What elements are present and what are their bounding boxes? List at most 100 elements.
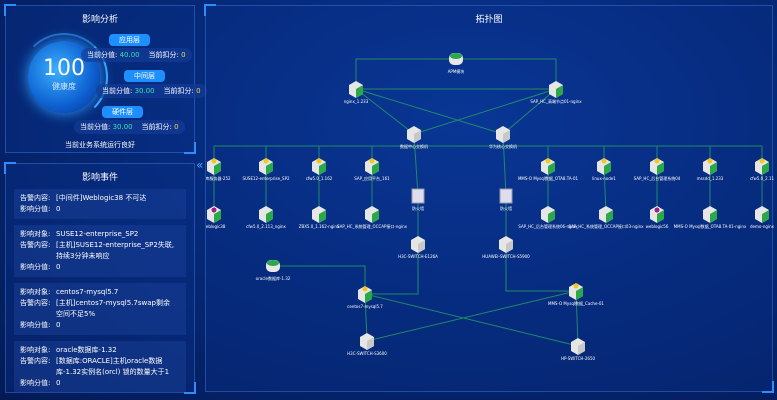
node-label: mssdd_1.233	[697, 176, 724, 181]
topology-node-b4[interactable]: SAP_HC_系统管理_OCCAP接口-nginx	[337, 206, 408, 229]
topology-node-a6[interactable]: linux-node1	[592, 158, 616, 181]
deduct-value: 0	[196, 87, 201, 95]
event-row: 告警内容: [主机]SUSE12-enterprise_SP2失联,持续3分钟未响…	[20, 240, 180, 262]
node-label: H3C-SWITCH-S3600	[347, 351, 387, 356]
health-label: 健康度	[52, 82, 76, 91]
deduct-label: 当前扣分:	[148, 51, 179, 59]
topology-node-a9[interactable]: cfw5.0_2.11	[750, 158, 774, 181]
event-row: 影响对象: oracle数据库-1.32	[20, 345, 180, 356]
topology-node-a7[interactable]: SAP_HC_后台管理系统04	[634, 158, 681, 181]
event-row: 影响分值: 0	[20, 262, 180, 273]
event-key: 影响分值:	[20, 205, 51, 213]
event-item[interactable]: 影响对象: oracle数据库-1.32 告警内容: [数据库:ORACLE]主机or…	[14, 341, 186, 393]
panel-title: 影响事件	[81, 173, 118, 183]
topology-node-s3[interactable]: H3C-SWITCH-S3600	[347, 333, 387, 356]
globe-ring	[20, 33, 108, 121]
topology-node-sap01[interactable]: SAP_HC_高端节点01-nginx	[530, 81, 582, 104]
score-label: 当前分值:	[87, 51, 118, 59]
link	[355, 88, 415, 135]
topology-node-s2[interactable]: HUAWEI-SWITCH-S5900	[482, 236, 530, 259]
event-value: [数据库:ORACLE]主机oracle数据库-1.32实例名(orcl) 锁的…	[56, 357, 170, 376]
event-value: 0	[56, 263, 61, 271]
node-label: MMS-O Mysql数据_OTA8.TA-01-nginx	[674, 223, 747, 229]
topology-node-b5[interactable]: SAP_HC_后台管理系统06-nginx	[518, 206, 578, 229]
deduct-label: 当前扣分:	[163, 87, 194, 95]
event-key: 影响对象:	[20, 288, 51, 296]
node-label: cfw5.0_2.113_nginx	[246, 224, 286, 229]
firewall-icon	[411, 188, 425, 204]
topology-node-ora[interactable]: oracle数据库-1.32	[256, 260, 291, 281]
event-row: 告警内容: [主机]centos7-mysql5.7swap剩余空间不足5%	[20, 298, 180, 320]
topology-node-hp[interactable]: HP-SWITCH-2650	[561, 338, 596, 361]
impact-analysis-panel: 影响分析 100 健康度 应用层 当前分值: 40.00 当前扣分: 0 中间层 …	[4, 4, 207, 154]
topology-node-ng[interactable]: nginx_1.233	[344, 81, 369, 104]
event-key: 告警内容:	[20, 241, 51, 249]
collapse-panel-icon[interactable]: «	[196, 158, 204, 172]
deduct-label: 当前扣分:	[141, 123, 172, 131]
event-item[interactable]: 影响对象: SUSE12-enterprise_SP2 告警内容: [主机]SUSE1…	[14, 225, 186, 277]
topology-node-a8[interactable]: mssdd_1.233	[697, 158, 724, 181]
topology-node-a1[interactable]: 数据库服务器-252	[206, 158, 231, 181]
deduct-value: 0	[181, 51, 186, 59]
event-value: [中间件]Weblogic38 不可达	[56, 194, 147, 202]
topology-node-c2[interactable]: 华为核心交换机	[489, 126, 517, 149]
node-label: 数据中心交换机	[400, 143, 428, 149]
health-score: 100	[43, 56, 85, 81]
topology-node-a5[interactable]: MMS-O Mysql数据_OTA8.TA-01	[518, 158, 579, 181]
layer-scores: 当前分值: 40.00 当前扣分: 0	[81, 48, 192, 62]
topology-node-b3[interactable]: ZBX5.0_1.162-nginx	[299, 206, 340, 229]
node-label: SAP_应用平台_161	[354, 175, 390, 181]
topology-node-b6[interactable]: SAP_HC_系统管理_OCCAP接口03-nginx	[568, 206, 644, 229]
topology-node-cen[interactable]: centos7-mysql5.7	[347, 286, 383, 309]
node-label: SUSE12-enterprise_SP2	[242, 176, 290, 181]
event-item[interactable]: 影响对象: centos7-mysql5.7 告警内容: [主机]centos7-my…	[14, 283, 186, 335]
node-label: 数据库服务器-252	[206, 175, 231, 181]
layer-name: 中间层	[124, 70, 165, 82]
node-label: 华为核心交换机	[489, 143, 517, 149]
health-globe: 100 健康度	[28, 41, 100, 113]
score-value: 40.00	[119, 51, 140, 59]
impact-events-panel: 影响事件 告警内容: [中间件]Weblogic38 不可达 影响分值: 0 影响对象:…	[4, 162, 196, 394]
node-label: SAP_HC_后台管理系统06-nginx	[518, 223, 578, 229]
node-label: MMS-O Mysql数据_Cache-01	[548, 300, 604, 306]
topology-node-f2[interactable]: 防火墙	[499, 188, 513, 211]
event-key: 告警内容:	[20, 194, 51, 202]
topology-graph[interactable]: APM模块 nginx_1.233 SAP_HC_高端节点01-nginx 数据中心交…	[206, 18, 774, 388]
topology-node-a3[interactable]: cfw5.0_1.162	[306, 158, 333, 181]
event-key: 影响分值:	[20, 379, 51, 387]
link	[502, 88, 557, 135]
topology-node-b9[interactable]: demo-nginx	[750, 206, 774, 229]
node-label: cfw5.0_1.162	[306, 176, 333, 181]
event-key: 影响分值:	[20, 263, 51, 271]
topology-node-s1[interactable]: H3C-SWITCH-E126A	[398, 236, 438, 259]
event-key: 告警内容:	[20, 299, 51, 307]
link	[413, 88, 557, 135]
node-label: ZBX5.0_1.162-nginx	[299, 224, 340, 229]
node-label: 防火墙	[412, 205, 424, 211]
topology-node-b2[interactable]: cfw5.0_2.113_nginx	[246, 206, 286, 229]
topology-node-f1[interactable]: 防火墙	[411, 188, 425, 211]
topology-node-c1[interactable]: 数据中心交换机	[400, 126, 428, 149]
topology-node-cache[interactable]: MMS-O Mysql数据_Cache-01	[548, 283, 604, 306]
event-item[interactable]: 告警内容: [中间件]Weblogic38 不可达 影响分值: 0	[14, 189, 186, 219]
topology-node-b8[interactable]: MMS-O Mysql数据_OTA8.TA-01-nginx	[674, 206, 747, 229]
node-label: SAP_HC_高端节点01-nginx	[530, 98, 582, 104]
node-label: weblogic56	[646, 224, 669, 229]
topology-node-a2[interactable]: SUSE12-enterprise_SP2	[242, 158, 290, 181]
node-label: nginx_1.233	[344, 99, 369, 104]
warning-icon	[362, 286, 368, 292]
warning-icon	[759, 158, 765, 164]
layer-1: 中间层 当前分值: 30.00 当前扣分: 0	[96, 70, 207, 98]
event-row: 告警内容: [数据库:ORACLE]主机oracle数据库-1.32实例名(orc…	[20, 356, 180, 378]
node-label: SAP_HC_后台管理系统04	[634, 175, 681, 181]
topology-node-b1[interactable]: weblogic38	[206, 206, 226, 229]
topology-panel: 拓扑图 APM模块 nginx_1.233 SAP_HC_高端节点01-nginx 数…	[204, 4, 774, 393]
topology-node-a4[interactable]: SAP_应用平台_161	[354, 158, 390, 181]
node-label: APM模块	[448, 68, 465, 74]
warning-icon	[654, 158, 660, 164]
topology-node-apm[interactable]: APM模块	[448, 53, 465, 74]
topology-node-b7[interactable]: weblogic56	[646, 206, 669, 229]
event-value: 0	[56, 321, 61, 329]
layer-name: 应用层	[109, 34, 150, 46]
event-row: 影响对象: centos7-mysql5.7	[20, 287, 180, 298]
